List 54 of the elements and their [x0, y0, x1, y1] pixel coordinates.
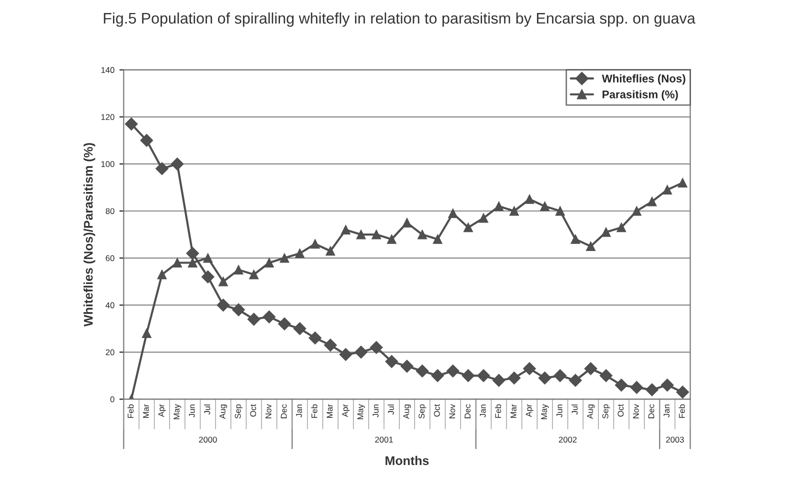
text: 2003 [666, 436, 684, 443]
x-tick-label: May [541, 404, 549, 420]
x-tick-label: Feb [494, 404, 502, 418]
y-tick-label: 140 [101, 67, 114, 73]
x-tick-label: May [174, 404, 182, 420]
x-tick-label: Jun [189, 404, 195, 418]
x-tick-label: Apr [342, 404, 350, 418]
x-tick-label: Feb [311, 404, 318, 418]
text: 2000 [199, 436, 217, 443]
x-tick-label: Jun [556, 404, 562, 418]
x-tick-label: May [357, 404, 365, 420]
x-tick-label: Aug [587, 404, 595, 419]
chart-title: Fig.5 Population of spiralling whitefly in relation to parasitism by Encarsia spp. on guava [104, 12, 696, 27]
x-tick-label: Mar [510, 404, 516, 418]
x-tick-label: Jul [572, 404, 578, 415]
text: 2001 [375, 436, 393, 443]
x-tick-label: Jan [664, 404, 670, 418]
x-tick-label: Dec [464, 404, 470, 418]
x-tick-label: Jan [296, 404, 302, 418]
x-tick-label: Feb [678, 404, 685, 418]
x-tick-label: Aug [220, 404, 228, 419]
x-tick-label: Sep [234, 404, 242, 419]
legend-label: Whiteflies (Nos) [602, 74, 686, 85]
x-tick-label: Jan [480, 404, 486, 418]
x-tick-label: Apr [158, 404, 166, 418]
legend-label: Parasitism (%) [602, 90, 678, 101]
x-tick-label: Jul [388, 404, 394, 415]
x-tick-label: Nov [266, 404, 272, 418]
x-tick-label: Mar [326, 404, 333, 418]
x-tick-label: Oct [434, 404, 440, 417]
y-tick-label: 80 [106, 208, 114, 214]
x-tick-label: Feb [127, 404, 134, 418]
x-tick-label: Nov [449, 404, 456, 418]
x-tick-label: Jun [372, 404, 379, 418]
x-tick-label: Dec [280, 404, 287, 418]
y-tick-label: 120 [101, 114, 114, 120]
y-tick-label: 0 [110, 396, 114, 402]
x-tick-label: Nov [633, 404, 639, 418]
x-tick-label: Jul [204, 404, 210, 415]
x-tick-label: Apr [526, 404, 534, 418]
y-tick-label: 40 [106, 302, 114, 308]
y-tick-label: 100 [101, 161, 114, 168]
y-axis-title: Whiteflies (Nos)/Parasitism (%) [84, 143, 96, 327]
x-tick-label: Oct [250, 404, 256, 417]
y-tick-label: 60 [106, 255, 114, 262]
x-tick-label: Dec [648, 404, 654, 418]
y-tick-label: 20 [106, 349, 114, 356]
x-tick-label: Aug [403, 404, 411, 419]
x-tick-label: Sep [602, 404, 610, 419]
text: 2002 [558, 436, 577, 443]
x-tick-label: Sep [418, 404, 426, 419]
x-tick-label: Mar [143, 404, 149, 418]
x-axis-title: Months [386, 456, 429, 466]
x-tick-label: Oct [618, 404, 624, 417]
